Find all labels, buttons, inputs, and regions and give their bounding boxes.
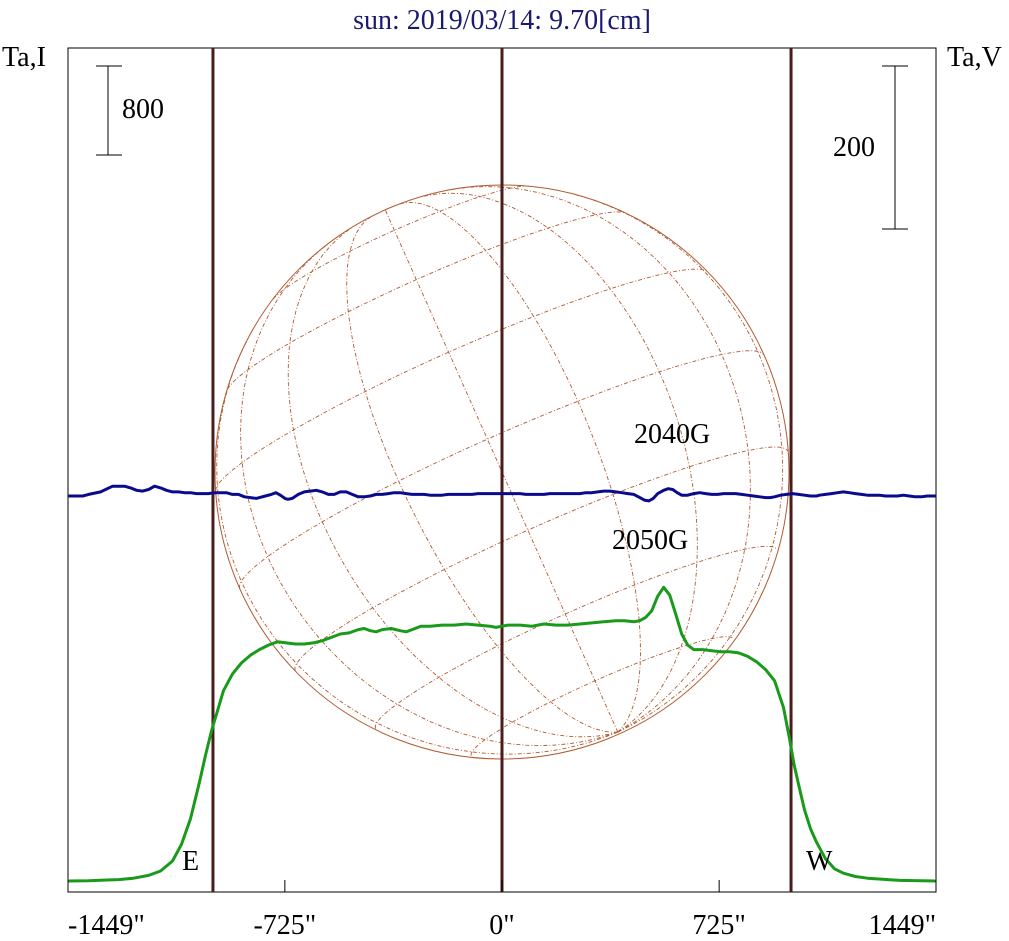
latitude-line <box>374 545 778 729</box>
annotation-2050g: 2050G <box>612 525 688 556</box>
intensity-series-line <box>67 585 937 883</box>
latitude-line <box>294 446 789 671</box>
chart-title: sun: 2019/03/14: 9.70[cm] <box>353 5 651 36</box>
longitude-line <box>216 338 618 755</box>
longitude-line <box>384 209 619 733</box>
longitude-line <box>572 193 784 733</box>
annotation-2040g: 2040G <box>634 419 710 450</box>
longitude-line <box>240 242 618 747</box>
longitude-line <box>287 227 618 738</box>
latitude-line <box>272 185 527 300</box>
scale-bar-polarization: 200 <box>833 65 908 230</box>
longitude-line <box>446 186 751 733</box>
scale-bar-polarization-label: 200 <box>833 132 875 163</box>
x-tick-label: 1449" <box>869 910 936 941</box>
x-tick-label: 0" <box>489 910 514 941</box>
left-axis-label: Ta,I <box>2 42 46 73</box>
polarization-series-line <box>68 484 936 503</box>
west-limb-label: W <box>806 846 833 877</box>
x-axis-ticks: -1449" -725" 0" 725" 1449" <box>67 880 937 941</box>
scale-bar-intensity: 800 <box>96 65 164 156</box>
right-axis-label: Ta,V <box>947 42 1002 73</box>
series-layer <box>67 484 937 883</box>
longitude-line <box>421 192 698 733</box>
scale-bar-intensity-label: 800 <box>122 94 164 125</box>
east-limb-label: E <box>182 846 199 877</box>
x-tick-label: 725" <box>692 910 745 941</box>
x-tick-label: -1449" <box>68 910 145 941</box>
x-tick-label: -725" <box>253 910 316 941</box>
